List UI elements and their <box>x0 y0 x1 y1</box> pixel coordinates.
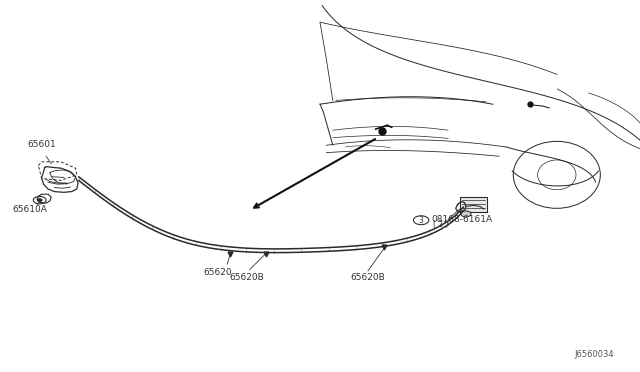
Text: 65620B: 65620B <box>351 273 385 282</box>
Circle shape <box>461 211 471 217</box>
FancyBboxPatch shape <box>460 197 487 212</box>
Text: 08168-6161A: 08168-6161A <box>431 215 493 224</box>
Text: 65620: 65620 <box>204 268 232 277</box>
Text: ( 2 ): ( 2 ) <box>433 220 448 229</box>
Text: 65601: 65601 <box>28 140 56 149</box>
Text: 65610A: 65610A <box>13 205 47 214</box>
Text: 65620B: 65620B <box>229 273 264 282</box>
Circle shape <box>37 199 42 202</box>
Text: 3: 3 <box>419 216 424 225</box>
Text: J6560034: J6560034 <box>575 350 614 359</box>
